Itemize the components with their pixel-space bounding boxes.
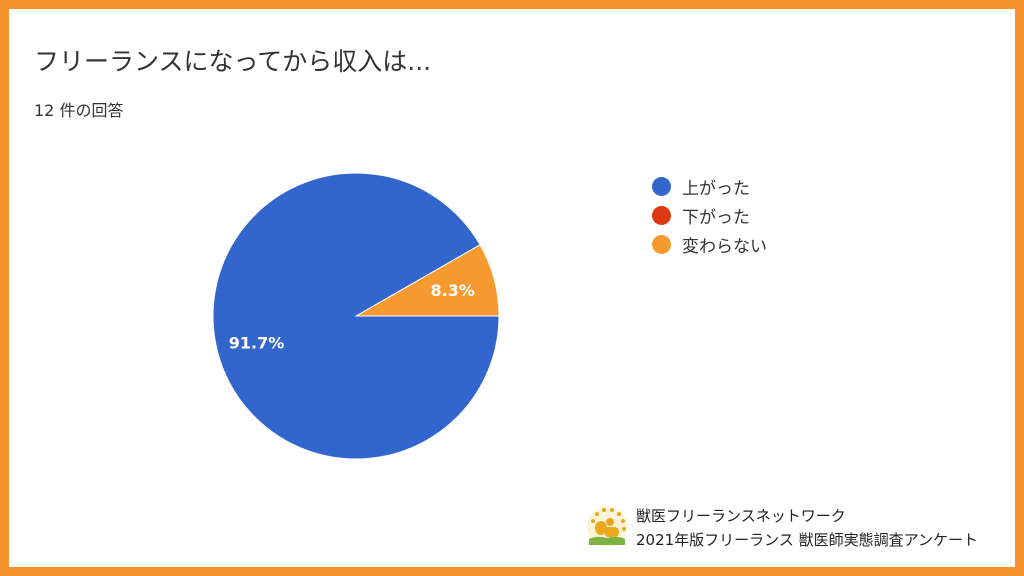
legend-label-up: 上がった: [682, 179, 750, 199]
legend-swatch-unchanged: [652, 235, 671, 254]
legend-label-unchanged: 変わらない: [682, 237, 767, 257]
chart-title: フリーランスになってから収入は...: [34, 47, 432, 76]
footer: 獣医フリーランスネットワーク 2021年版フリーランス 獣医師実態調査アンケート: [585, 503, 1005, 555]
response-count: 12 件の回答: [34, 101, 124, 120]
footer-org: 獣医フリーランスネットワーク: [636, 507, 846, 525]
legend-item-unchanged: 変わらない: [652, 230, 767, 259]
legend-swatch-down: [652, 206, 671, 225]
footer-survey: 2021年版フリーランス 獣医師実態調査アンケート: [636, 531, 979, 549]
pie-chart: 8.3% 91.7%: [212, 172, 500, 460]
paw-logo-icon: [587, 507, 627, 547]
pie-slice-up: [212, 172, 500, 460]
legend-item-up: 上がった: [652, 172, 767, 201]
pie-label-up: 91.7%: [229, 334, 285, 353]
legend-label-down: 下がった: [682, 208, 750, 228]
legend-item-down: 下がった: [652, 201, 767, 230]
legend: 上がった 下がった 変わらない: [652, 172, 767, 259]
legend-swatch-up: [652, 177, 671, 196]
pie-label-unchanged: 8.3%: [431, 281, 475, 300]
